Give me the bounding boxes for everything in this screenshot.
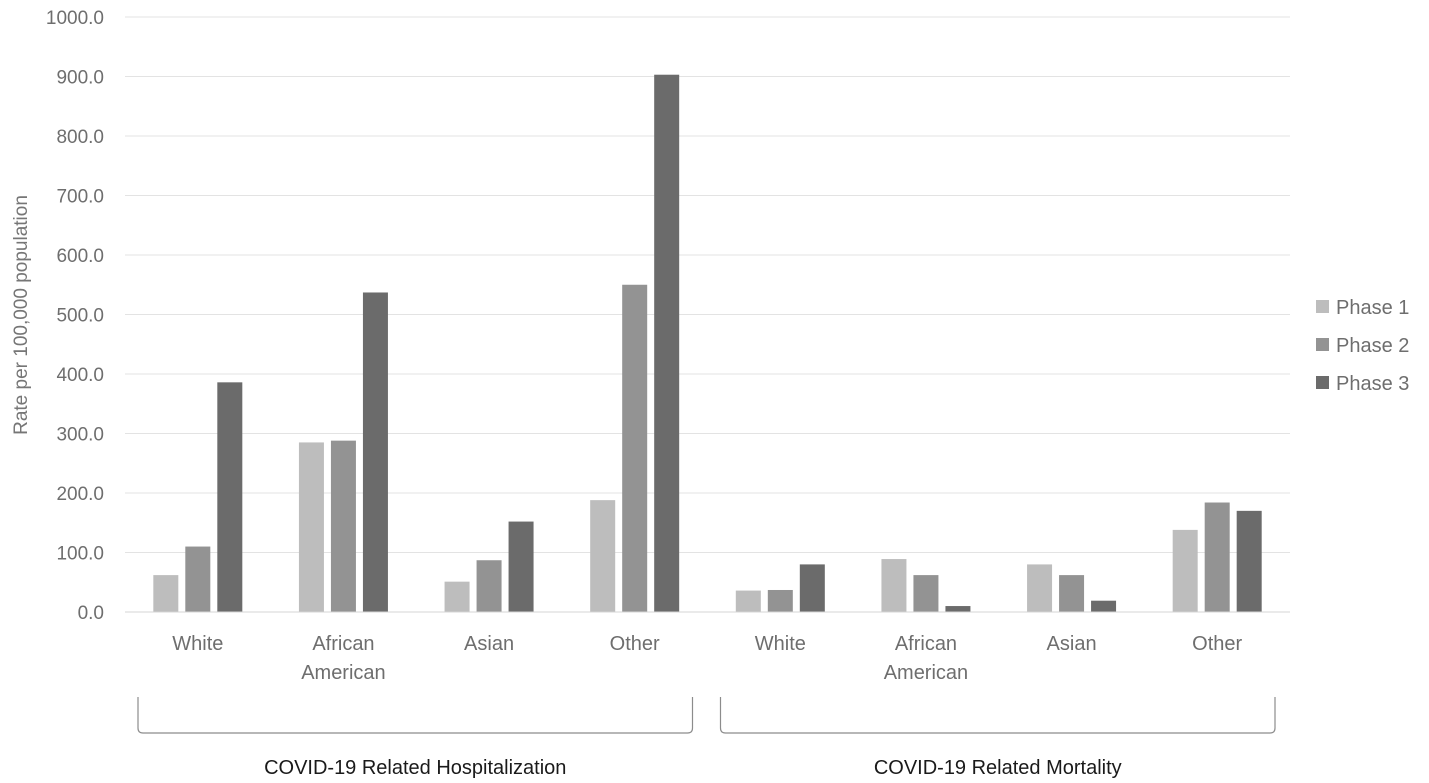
legend-label: Phase 2	[1336, 335, 1409, 357]
bar-phase-3	[217, 382, 243, 612]
y-tick-label: 500.0	[56, 306, 104, 327]
legend-swatch	[1316, 376, 1329, 389]
x-tick-label: Asian	[1047, 633, 1097, 655]
bar-phase-3	[945, 606, 971, 612]
bar-phase-2	[476, 560, 502, 612]
bar-phase-1	[444, 581, 470, 612]
bar-phase-2	[913, 575, 939, 612]
x-tick-label: African	[312, 633, 374, 655]
bar-phase-1	[153, 575, 179, 612]
group-label: COVID-19 Related Hospitalization	[264, 757, 566, 778]
group-label: COVID-19 Related Mortality	[874, 757, 1122, 778]
y-tick-label: 600.0	[56, 246, 104, 267]
bar-phase-1	[298, 442, 324, 612]
y-tick-label: 100.0	[56, 544, 104, 565]
group-brackets: COVID-19 Related Hospitalization COVID-19…	[137, 697, 1276, 779]
legend: Phase 1 Phase 2 Phase 3	[1316, 297, 1409, 395]
y-tick-label: 0.0	[78, 603, 104, 624]
bar-phase-1	[735, 590, 761, 612]
bar-phase-2	[767, 589, 793, 612]
bar-phase-2	[622, 284, 648, 612]
bar-phase-2	[1204, 502, 1230, 612]
group-bracket	[719, 697, 1276, 734]
x-tick-label: Asian	[464, 633, 514, 655]
bar-phase-2	[185, 546, 211, 612]
y-axis-label: Rate per 100,000 population	[11, 195, 32, 435]
bars	[153, 74, 1262, 613]
bar-phase-1	[1172, 529, 1198, 612]
y-tick-label: 300.0	[56, 425, 104, 446]
bar-phase-3	[362, 292, 388, 612]
bar-phase-3	[508, 521, 534, 612]
bar-phase-1	[881, 559, 907, 612]
y-tick-label: 800.0	[56, 127, 104, 148]
y-tick-labels: 0.0 100.0 200.0 300.0 400.0 500.0 600.0 700.0 80…	[46, 8, 104, 624]
x-tick-label: American	[884, 662, 968, 684]
bar-phase-2	[1059, 575, 1085, 612]
y-tick-label: 700.0	[56, 187, 104, 208]
bar-phase-3	[1236, 510, 1262, 612]
bar-phase-1	[1027, 564, 1053, 612]
x-tick-labels: White African American Asian Other White Afric…	[172, 633, 1242, 684]
legend-swatch	[1316, 300, 1329, 313]
bar-phase-2	[330, 440, 356, 612]
x-tick-label: Other	[1192, 633, 1242, 655]
legend-label: Phase 3	[1336, 373, 1409, 395]
x-tick-label: Other	[610, 633, 660, 655]
group-bracket	[137, 697, 694, 734]
y-tick-label: 400.0	[56, 365, 104, 386]
y-tick-label: 1000.0	[46, 8, 104, 29]
y-tick-label: 900.0	[56, 68, 104, 89]
legend-label: Phase 1	[1336, 297, 1409, 319]
x-tick-label: American	[301, 662, 385, 684]
bar-phase-3	[654, 74, 680, 613]
x-tick-label: White	[172, 633, 223, 655]
bar-phase-3	[799, 564, 825, 612]
legend-swatch	[1316, 338, 1329, 351]
bar-phase-3	[1091, 600, 1117, 612]
y-tick-label: 200.0	[56, 484, 104, 505]
x-tick-label: White	[755, 633, 806, 655]
x-tick-label: African	[895, 633, 957, 655]
bar-phase-1	[590, 500, 616, 612]
